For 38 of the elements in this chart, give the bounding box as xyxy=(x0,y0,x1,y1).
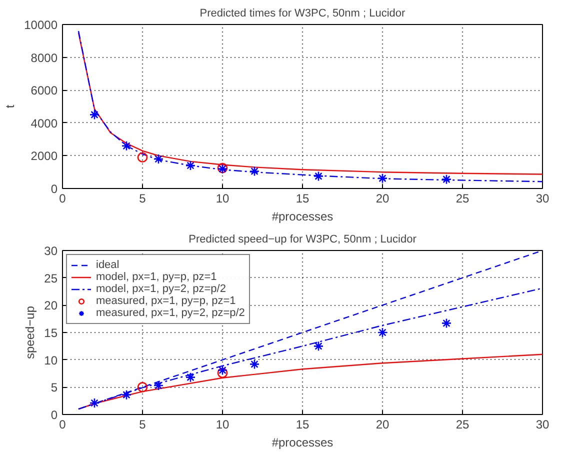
y-tick-label: 30 xyxy=(44,244,58,258)
x-tick-label: 20 xyxy=(376,418,390,432)
x-tick-label: 5 xyxy=(139,192,146,206)
x-tick-label: 10 xyxy=(216,418,230,432)
x-axis-title: #processes xyxy=(272,436,334,450)
y-tick-label: 20 xyxy=(44,298,58,313)
x-tick-label: 0 xyxy=(59,192,66,206)
x-axis-title: #processes xyxy=(272,210,334,224)
legend-label: model, px=1, py=p, pz=1 xyxy=(96,271,217,283)
x-tick-label: 10 xyxy=(216,192,230,206)
y-axis-title: speed−up xyxy=(23,306,38,360)
x-tick-label: 30 xyxy=(536,418,550,432)
y-tick-label: 0 xyxy=(50,182,58,196)
legend-label: model, px=1, py=2, pz=p/2 xyxy=(96,283,226,295)
y-tick-label: 10000 xyxy=(24,18,58,32)
x-tick-label: 15 xyxy=(296,418,310,432)
y-tick-label: 0 xyxy=(50,408,58,422)
y-tick-label: 6000 xyxy=(30,84,58,98)
legend-label: measured, px=1, py=p, pz=1 xyxy=(96,295,236,307)
y-tick-label: 2000 xyxy=(30,149,58,164)
y-tick-label: 4000 xyxy=(30,116,58,130)
legend-label: ideal xyxy=(96,259,120,271)
x-tick-label: 30 xyxy=(536,192,550,206)
y-tick-label: 5 xyxy=(50,380,58,395)
legend-label: measured, px=1, py=2, pz=p/2 xyxy=(96,307,245,319)
y-tick-label: 25 xyxy=(44,271,58,286)
y-tick-label: 8000 xyxy=(30,50,58,65)
chart-title: Predicted speed−up for W3PC, 50nm ; Lucidor xyxy=(188,234,417,246)
y-tick-label: 15 xyxy=(44,326,58,340)
x-tick-label: 15 xyxy=(296,192,310,206)
x-tick-label: 25 xyxy=(456,418,470,432)
x-tick-label: 5 xyxy=(139,418,146,432)
x-tick-label: 25 xyxy=(456,192,470,206)
y-tick-label: 10 xyxy=(44,353,58,368)
x-tick-label: 0 xyxy=(59,418,66,432)
x-tick-label: 20 xyxy=(376,192,390,206)
chart-title: Predicted times for W3PC, 50nm ; Lucidor xyxy=(200,8,406,20)
y-axis-title: t xyxy=(3,104,18,108)
